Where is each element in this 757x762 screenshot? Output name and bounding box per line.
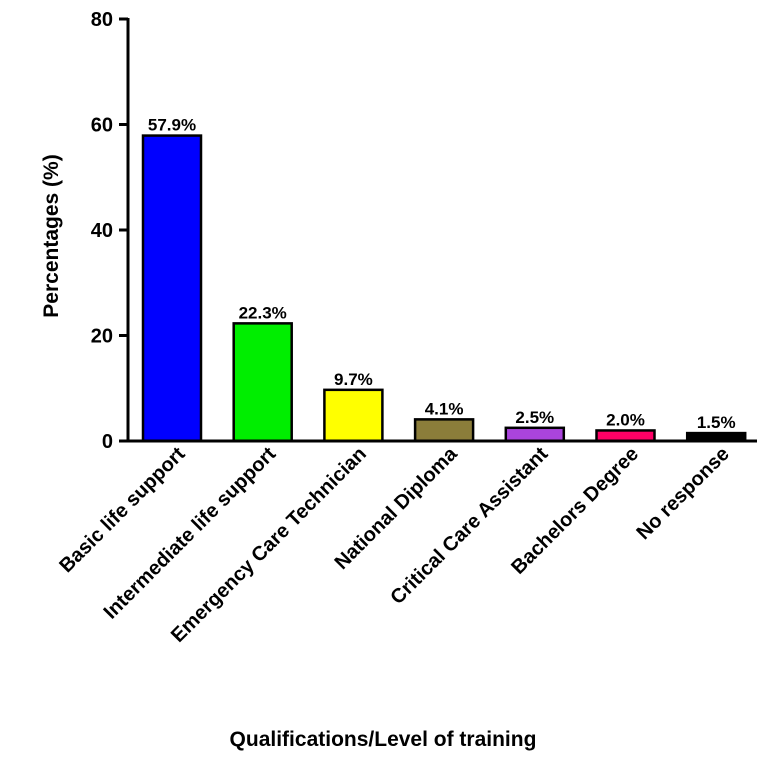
data-label: 22.3% [239, 303, 287, 322]
y-tick-label: 0 [102, 431, 113, 453]
x-axis-title: Qualifications/Level of training [230, 728, 537, 751]
axes-layer [126, 18, 757, 443]
data-label: 4.1% [425, 399, 464, 418]
data-labels-layer: 57.9% 22.3% 9.7% 4.1% 2.5% 2.0% 1.5% [148, 116, 736, 433]
category-label: Intermediate life support [100, 443, 281, 624]
y-tick-label: 60 [91, 115, 113, 137]
y-tick-label: 80 [91, 9, 113, 31]
bar [595, 429, 656, 443]
y-tick-label: 20 [91, 326, 113, 348]
y-ticks-layer: 0 20 40 60 80 [91, 9, 128, 453]
data-label: 9.7% [334, 370, 373, 389]
bar [141, 134, 203, 443]
data-label: 1.5% [697, 413, 736, 432]
data-label: 57.9% [148, 116, 196, 135]
y-tick-label: 40 [91, 220, 113, 242]
bar [232, 322, 293, 443]
category-label: Critical Care Assistant [386, 443, 552, 609]
bar [413, 418, 475, 443]
bar [323, 388, 384, 443]
data-label: 2.0% [606, 410, 645, 429]
bars-layer [141, 134, 747, 443]
data-label: 2.5% [515, 408, 554, 427]
y-axis-title: Percentages (%) [40, 154, 63, 317]
category-label: Emergency Care Technician [167, 443, 371, 647]
category-label: No response [633, 443, 734, 544]
bar [504, 426, 566, 443]
